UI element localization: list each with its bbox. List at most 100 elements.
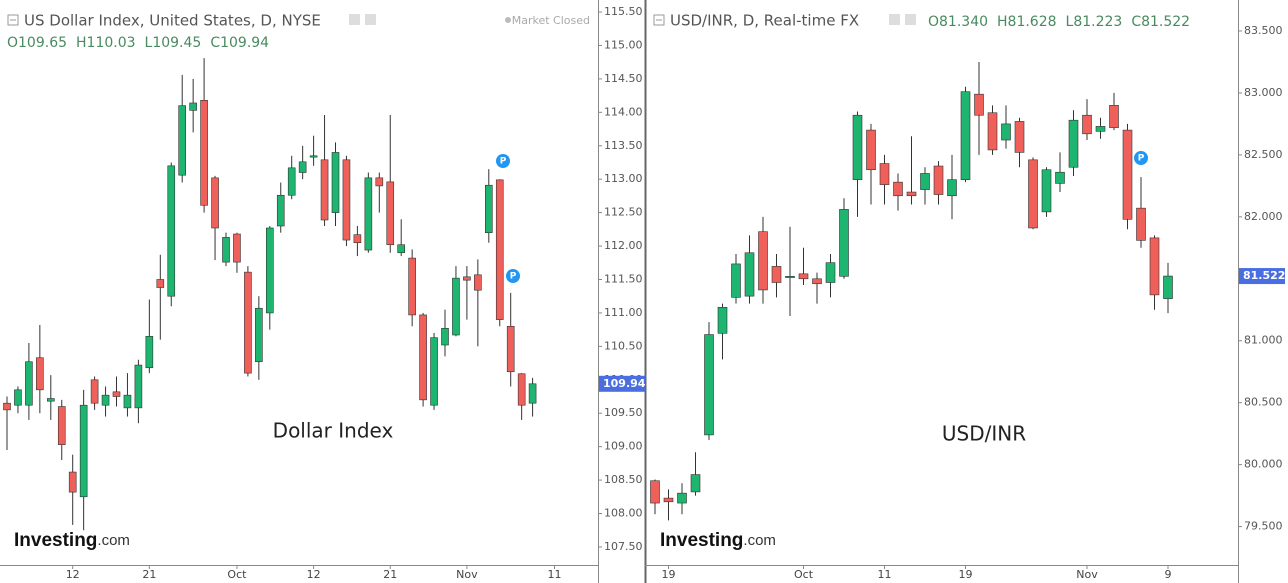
candle-body: [484, 184, 493, 233]
logo: Investing.com: [14, 530, 130, 551]
y-tick-label: 110.50: [604, 339, 643, 352]
candle-body: [506, 325, 515, 373]
candle-body: [731, 263, 741, 298]
candle-body: [866, 129, 876, 171]
candle-body: [1041, 169, 1052, 213]
candle-body: [987, 112, 998, 151]
collapse-icon[interactable]: [7, 14, 19, 26]
candle-body: [36, 357, 44, 391]
ohlc-value: O81.340: [928, 14, 988, 30]
candle-body: [90, 379, 99, 404]
candle-body: [25, 361, 33, 406]
ohlc-value: O109.65: [7, 35, 67, 51]
marker[interactable]: P: [1134, 151, 1148, 165]
marker[interactable]: P: [496, 154, 510, 168]
candle-body: [276, 194, 285, 227]
x-tick-label: Nov: [456, 568, 478, 581]
candle-body: [14, 389, 22, 406]
candle-body: [663, 497, 674, 503]
candle-body: [309, 155, 318, 158]
candle-body: [441, 328, 449, 346]
price-label: 81.522: [1243, 269, 1285, 282]
y-tick-label: 83.500: [1244, 24, 1283, 37]
candle-body: [974, 93, 984, 116]
y-tick-label: 114.00: [604, 105, 643, 118]
candle-body: [1109, 105, 1119, 128]
settings-icon[interactable]: [349, 14, 360, 25]
candle-body: [364, 177, 373, 251]
candle-body: [112, 391, 121, 397]
y-tick-label: 80.500: [1244, 396, 1283, 409]
candle-body: [960, 91, 971, 180]
candle-body: [419, 314, 427, 401]
y-tick-label: 83.000: [1244, 86, 1283, 99]
settings-icon[interactable]: [905, 14, 916, 25]
y-tick-label: 81.000: [1244, 334, 1283, 347]
candle-body: [798, 273, 809, 280]
y-tick-label: 108.00: [604, 507, 643, 520]
ohlc-value: L109.45: [145, 35, 202, 51]
candle-body: [517, 373, 526, 406]
ohlc-legend: O109.65 H110.03 L109.45 C109.94: [7, 35, 269, 51]
y-tick-label: 111.50: [604, 272, 643, 285]
candle-body: [879, 163, 890, 185]
chart-title: US Dollar Index, United States, D, NYSE: [24, 12, 321, 30]
candle-body: [785, 276, 795, 278]
candle-body: [825, 262, 836, 283]
candle-body: [690, 474, 701, 493]
x-tick-label: 21: [383, 568, 397, 581]
candle-body: [430, 337, 438, 406]
y-tick-label: 112.50: [604, 206, 643, 219]
svg-text:P: P: [1138, 154, 1145, 164]
candle-body: [677, 492, 687, 504]
candle-body: [933, 165, 944, 195]
settings-icon[interactable]: [889, 14, 900, 25]
price-label: 109.94: [603, 377, 646, 390]
candle-body: [771, 266, 782, 283]
x-tick-label: 11: [548, 568, 562, 581]
x-tick-label: Oct: [794, 568, 814, 581]
candle-body: [1001, 123, 1011, 141]
settings-icon[interactable]: [365, 14, 376, 25]
marker[interactable]: P: [506, 269, 520, 283]
candle-body: [947, 179, 957, 197]
y-tick-label: 114.50: [604, 72, 643, 85]
candle-body: [255, 307, 263, 363]
x-tick-label: 19: [959, 568, 973, 581]
candle-body: [893, 181, 903, 197]
price-label-box: [599, 375, 645, 392]
ohlc-value: H110.03: [76, 35, 136, 51]
logo-suffix: .com: [97, 532, 130, 549]
candle-body: [495, 179, 504, 320]
candle-body: [1122, 129, 1133, 220]
y-tick-label: 115.50: [604, 5, 643, 18]
candle-body: [46, 398, 55, 402]
chart-title: USD/INR, D, Real-time FX: [670, 12, 859, 30]
candle-body: [704, 334, 714, 436]
candle-body: [397, 244, 406, 254]
market-status: Market Closed: [512, 14, 590, 27]
candle-body: [906, 191, 917, 197]
candle-body: [852, 114, 863, 180]
candle-body: [320, 159, 329, 221]
candle-body: [178, 105, 186, 176]
candle-body: [134, 364, 143, 409]
y-tick-label: 80.000: [1244, 458, 1283, 471]
candle-body: [233, 233, 241, 263]
ohlc-value: L81.223: [1066, 14, 1123, 30]
candle-body: [650, 480, 660, 504]
candle-body: [812, 278, 822, 285]
candle-body: [744, 252, 755, 297]
svg-text:P: P: [500, 157, 507, 167]
collapse-icon[interactable]: [653, 14, 665, 26]
y-tick-label: 113.00: [604, 172, 643, 185]
candle-body: [123, 394, 132, 409]
ohlc-value: H81.628: [997, 14, 1057, 30]
candle-body: [1082, 114, 1092, 135]
candle-body: [463, 276, 471, 281]
x-tick-label: Nov: [1076, 568, 1098, 581]
y-tick-label: 113.50: [604, 139, 643, 152]
candle-body: [452, 277, 460, 336]
candle-body: [353, 234, 362, 244]
y-tick-label: 108.50: [604, 473, 643, 486]
